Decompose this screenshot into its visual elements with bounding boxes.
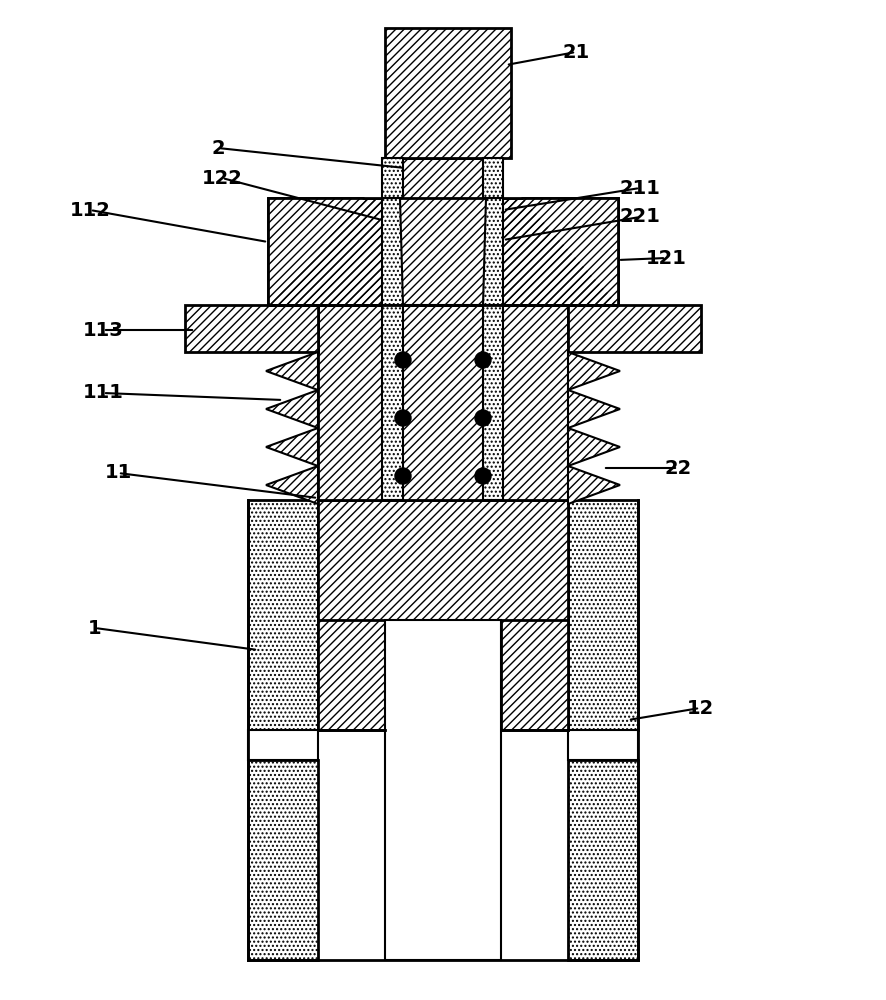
Text: 21: 21 <box>563 42 589 62</box>
Text: 1: 1 <box>89 618 102 638</box>
Bar <box>568 730 638 760</box>
Circle shape <box>395 410 411 426</box>
Bar <box>568 305 701 352</box>
Bar <box>318 500 568 620</box>
Bar <box>483 158 503 198</box>
Polygon shape <box>268 158 403 305</box>
Bar <box>248 500 318 730</box>
Bar <box>385 28 511 158</box>
Bar <box>382 305 403 500</box>
Bar <box>501 500 568 730</box>
Bar <box>400 158 486 198</box>
Bar <box>248 760 318 960</box>
Text: 2: 2 <box>211 138 225 157</box>
Circle shape <box>475 410 491 426</box>
Polygon shape <box>568 352 620 390</box>
Text: 221: 221 <box>619 208 660 227</box>
Polygon shape <box>266 466 318 504</box>
Polygon shape <box>266 352 318 390</box>
Polygon shape <box>568 428 620 466</box>
Polygon shape <box>483 198 486 305</box>
Bar <box>382 158 403 198</box>
Bar <box>483 198 503 305</box>
Text: 111: 111 <box>82 383 123 402</box>
Bar <box>568 500 638 730</box>
Circle shape <box>475 352 491 368</box>
Polygon shape <box>400 198 403 305</box>
Circle shape <box>395 468 411 484</box>
Text: 122: 122 <box>201 168 243 188</box>
Circle shape <box>395 352 411 368</box>
Text: 211: 211 <box>619 178 660 198</box>
Text: 121: 121 <box>646 248 687 267</box>
Text: 12: 12 <box>687 698 713 718</box>
Bar <box>185 305 318 352</box>
Bar <box>568 760 638 960</box>
Text: 113: 113 <box>82 320 123 340</box>
Polygon shape <box>266 428 318 466</box>
Bar <box>248 730 318 760</box>
Polygon shape <box>400 198 486 305</box>
Bar <box>318 305 568 500</box>
Polygon shape <box>568 466 620 504</box>
Text: 22: 22 <box>664 458 692 478</box>
Polygon shape <box>483 158 618 305</box>
Circle shape <box>475 468 491 484</box>
Text: 112: 112 <box>70 200 111 220</box>
Bar <box>268 198 618 305</box>
Polygon shape <box>568 390 620 428</box>
Polygon shape <box>266 390 318 428</box>
Bar <box>483 305 503 500</box>
Text: 11: 11 <box>105 464 132 483</box>
Bar <box>382 198 403 305</box>
Bar <box>268 198 618 305</box>
Bar <box>318 500 385 730</box>
Bar <box>385 620 501 960</box>
